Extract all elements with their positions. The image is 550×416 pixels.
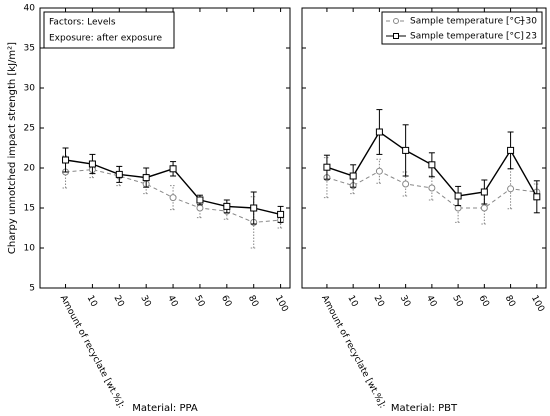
legend-marker bbox=[393, 33, 399, 39]
x-tick-label: 100 bbox=[273, 294, 290, 314]
y-tick-label: 10 bbox=[24, 244, 36, 254]
marker bbox=[196, 204, 204, 212]
x-tick-label: 80 bbox=[246, 294, 260, 309]
x-tick-label: 20 bbox=[372, 294, 386, 309]
annotation: Factors: Levels bbox=[49, 18, 116, 28]
plot-frame bbox=[301, 7, 547, 289]
y-tick-label: 15 bbox=[24, 204, 35, 214]
marker bbox=[428, 161, 436, 169]
marker bbox=[375, 128, 383, 136]
marker bbox=[454, 192, 462, 200]
legend-value: −30 bbox=[518, 17, 537, 27]
marker bbox=[428, 184, 436, 192]
x-tick-label: 50 bbox=[450, 294, 464, 309]
marker bbox=[142, 174, 150, 182]
legend-value: 23 bbox=[526, 32, 537, 42]
legend-box bbox=[381, 11, 543, 45]
marker bbox=[223, 202, 231, 210]
y-tick-label: 5 bbox=[29, 284, 35, 294]
marker bbox=[169, 165, 177, 173]
annotation-box bbox=[43, 11, 175, 49]
y-tick-label: 25 bbox=[24, 124, 35, 134]
x-tick-label: 60 bbox=[476, 294, 490, 309]
y-tick-label: 40 bbox=[24, 4, 36, 14]
y-tick-label: 35 bbox=[24, 44, 35, 54]
marker bbox=[62, 156, 70, 164]
legend-marker bbox=[393, 18, 399, 24]
series bbox=[323, 109, 541, 214]
marker bbox=[88, 160, 96, 168]
x-tick-label: 30 bbox=[138, 294, 152, 309]
x-tick-label: 30 bbox=[398, 294, 412, 309]
marker bbox=[115, 170, 123, 178]
x-tick-label: 20 bbox=[111, 294, 125, 309]
y-axis-label: Charpy unnotched impact strength [kJ/m²] bbox=[7, 42, 18, 254]
plot-frame bbox=[39, 7, 291, 289]
x-tick-label: 100 bbox=[529, 294, 546, 314]
x-tick-label: 10 bbox=[85, 294, 99, 309]
y-tick-label: 30 bbox=[24, 84, 36, 94]
marker bbox=[250, 204, 258, 212]
x-tick-label: 10 bbox=[345, 294, 359, 309]
legend-label: Sample temperature [°C] bbox=[410, 32, 524, 42]
annotation: Exposure: after exposure bbox=[49, 34, 163, 44]
panel-title: Material: PBT bbox=[391, 403, 458, 414]
marker bbox=[323, 163, 331, 171]
marker bbox=[375, 167, 383, 175]
legend-label: Sample temperature [°C] bbox=[410, 17, 524, 27]
x-tick-label: 60 bbox=[219, 294, 233, 309]
series bbox=[62, 147, 285, 225]
x-tick-label: 40 bbox=[165, 294, 179, 309]
marker bbox=[196, 196, 204, 204]
marker bbox=[480, 188, 488, 196]
marker bbox=[507, 146, 515, 154]
marker bbox=[402, 146, 410, 154]
marker bbox=[277, 210, 285, 218]
marker bbox=[402, 180, 410, 188]
panel-title: Material: PPA bbox=[132, 403, 198, 414]
x-axis-label: Amount of recyclate [wt.%]: bbox=[319, 294, 387, 410]
marker bbox=[533, 193, 541, 201]
marker bbox=[169, 194, 177, 202]
y-tick-label: 20 bbox=[24, 164, 36, 174]
x-tick-label: 50 bbox=[192, 294, 206, 309]
x-axis-label: Amount of recyclate [wt.%]: bbox=[58, 294, 126, 410]
marker bbox=[349, 172, 357, 180]
marker bbox=[507, 185, 515, 193]
marker bbox=[480, 204, 488, 212]
x-tick-label: 40 bbox=[424, 294, 438, 309]
x-tick-label: 80 bbox=[503, 294, 517, 309]
